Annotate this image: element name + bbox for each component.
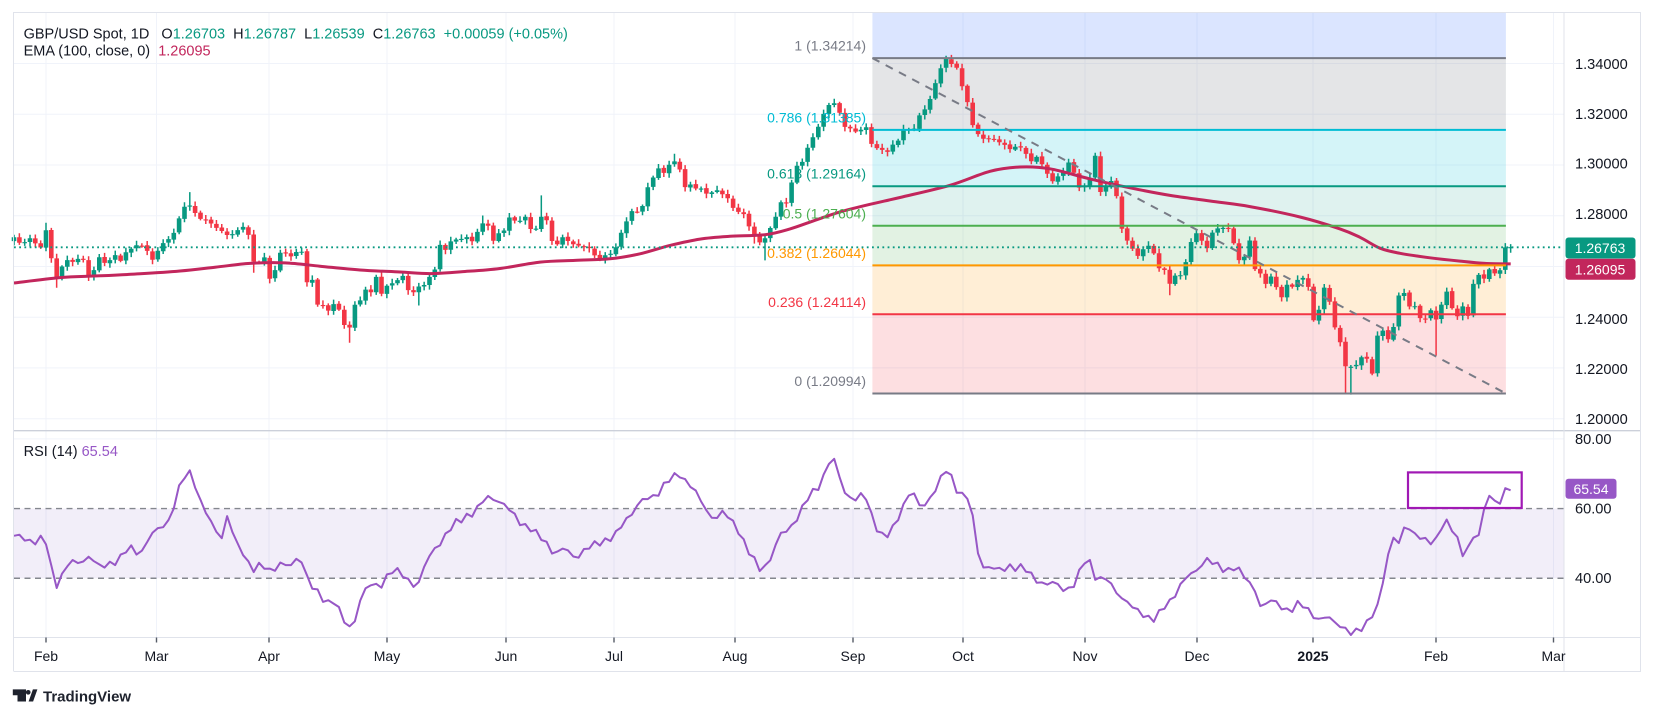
svg-text:60.00: 60.00 <box>1575 502 1612 518</box>
svg-text:0.786 (1.31385): 0.786 (1.31385) <box>767 109 866 125</box>
svg-text:1.20000: 1.20000 <box>1575 412 1628 428</box>
svg-text:Mar: Mar <box>144 648 168 664</box>
svg-text:Nov: Nov <box>1073 648 1098 664</box>
svg-text:TradingView: TradingView <box>43 689 131 706</box>
svg-text:GBP/USD Spot, 1D O1.26703 H: GBP/USD Spot, 1D O1.26703 H1.26787 L1.26… <box>24 26 568 42</box>
svg-text:1 (1.34214): 1 (1.34214) <box>794 38 866 54</box>
svg-text:0.236 (1.24114): 0.236 (1.24114) <box>768 294 866 310</box>
svg-text:RSI (14) 65.54: RSI (14) 65.54 <box>24 444 118 460</box>
svg-text:Jul: Jul <box>605 648 623 664</box>
svg-text:Oct: Oct <box>952 648 974 664</box>
svg-text:1.32000: 1.32000 <box>1575 107 1628 123</box>
svg-text:Sep: Sep <box>841 648 866 664</box>
svg-text:EMA (100, close, 0) 1.26095: EMA (100, close, 0) 1.26095 <box>24 44 211 60</box>
svg-text:Feb: Feb <box>1424 648 1448 664</box>
svg-text:1.34000: 1.34000 <box>1575 57 1628 73</box>
svg-text:1.24000: 1.24000 <box>1575 312 1628 328</box>
svg-text:1.22000: 1.22000 <box>1575 362 1628 378</box>
svg-text:1.26095: 1.26095 <box>1575 261 1626 277</box>
svg-text:0.5 (1.27604): 0.5 (1.27604) <box>783 205 866 221</box>
svg-text:40.00: 40.00 <box>1575 571 1612 587</box>
svg-text:1.28000: 1.28000 <box>1575 207 1628 223</box>
svg-text:1.26763: 1.26763 <box>1575 240 1626 256</box>
svg-text:2025: 2025 <box>1297 648 1328 664</box>
svg-text:Jun: Jun <box>495 648 518 664</box>
svg-text:Dec: Dec <box>1185 648 1210 664</box>
svg-text:Aug: Aug <box>723 648 748 664</box>
svg-text:0 (1.20994): 0 (1.20994) <box>794 373 866 389</box>
svg-text:Mar: Mar <box>1541 648 1565 664</box>
svg-text:0.618 (1.29164): 0.618 (1.29164) <box>767 166 866 182</box>
svg-text:Apr: Apr <box>258 648 280 664</box>
svg-text:80.00: 80.00 <box>1575 432 1612 448</box>
svg-text:1.30000: 1.30000 <box>1575 157 1628 173</box>
svg-text:65.54: 65.54 <box>1573 481 1608 497</box>
svg-text:May: May <box>374 648 400 664</box>
svg-text:0.382 (1.26044): 0.382 (1.26044) <box>767 245 866 261</box>
svg-text:Feb: Feb <box>34 648 58 664</box>
